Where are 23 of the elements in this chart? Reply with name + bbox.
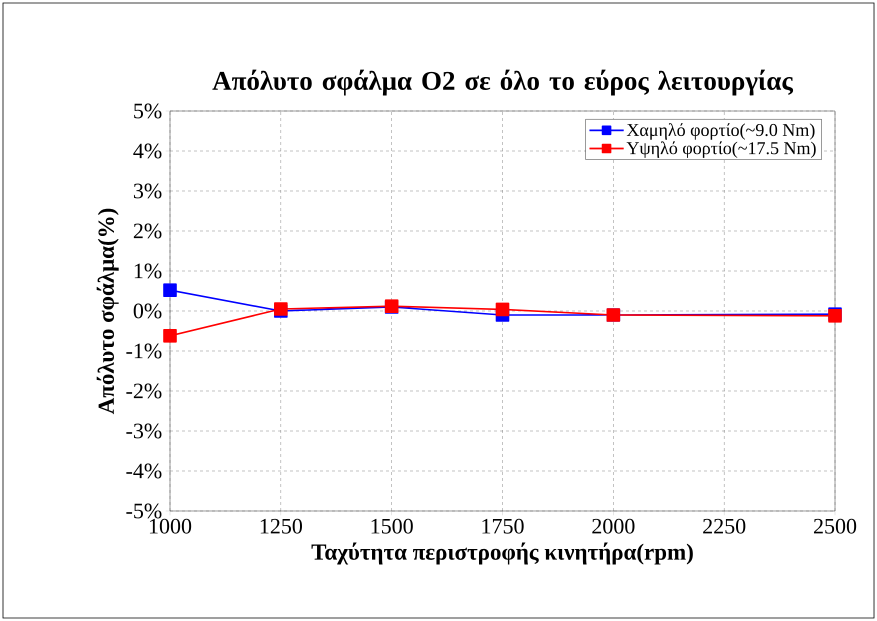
x-tick-label: 2000 <box>592 518 635 534</box>
y-axis-title: Απόλυτο σφάλμα(%) <box>96 208 119 414</box>
x-tick-label: 1000 <box>150 518 192 534</box>
x-tick-label: 2500 <box>814 518 856 534</box>
x-tick-label: 1750 <box>482 518 524 534</box>
y-tick-label: -2% <box>126 384 162 398</box>
y-tick-label: -1% <box>126 344 162 358</box>
y-tick-label: 2% <box>134 224 162 238</box>
y-tick-label: -5% <box>126 504 162 518</box>
y-tick-label: -4% <box>126 464 162 478</box>
y-tick-label: 5% <box>134 104 162 118</box>
x-axis-title: Ταχύτητα περιστροφής κινητήρα(rpm) <box>312 542 693 564</box>
y-tick-label: 0% <box>134 304 162 318</box>
legend-label: Χαμηλό φορτίο(~9.0 Nm) <box>626 123 815 140</box>
x-tick-label: 1250 <box>260 518 302 534</box>
x-tick-label: 2250 <box>703 518 746 534</box>
y-tick-label: 3% <box>134 184 162 198</box>
legend-label: Υψηλό φορτίο(~17.5 Nm) <box>626 141 816 158</box>
y-tick-label: 1% <box>134 264 162 278</box>
y-tick-label: -3% <box>126 424 162 438</box>
y-tick-label: 4% <box>133 144 162 158</box>
chart-title: Απόλυτο σφάλμα O2 σε όλο το εύρος λειτουργίας <box>212 70 794 96</box>
x-tick-label: 1500 <box>372 518 413 534</box>
